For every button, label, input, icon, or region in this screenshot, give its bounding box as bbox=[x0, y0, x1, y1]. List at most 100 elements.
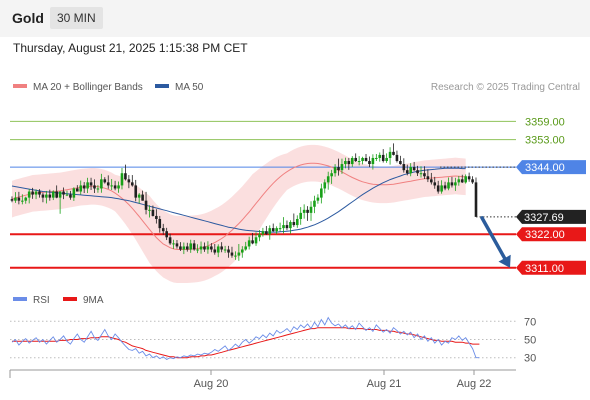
candle-body bbox=[120, 173, 124, 186]
rsi-line bbox=[11, 316, 480, 361]
candle-body bbox=[100, 179, 103, 189]
bollinger-band bbox=[12, 144, 466, 284]
candle-body bbox=[251, 240, 254, 244]
projection-arrow-head bbox=[498, 254, 511, 268]
candle-body bbox=[38, 191, 41, 195]
legend-swatch bbox=[155, 84, 169, 88]
candle-body bbox=[62, 191, 65, 195]
candle-body bbox=[58, 191, 62, 198]
candle-body bbox=[148, 209, 151, 211]
candle-body bbox=[412, 167, 416, 171]
candle-body bbox=[158, 218, 162, 229]
candle-body bbox=[402, 164, 406, 171]
candle-body bbox=[395, 154, 399, 162]
candle-body bbox=[430, 179, 433, 183]
candle-body bbox=[337, 167, 340, 171]
candle-body bbox=[361, 157, 364, 162]
candle-body bbox=[137, 194, 141, 198]
candle-body bbox=[247, 240, 251, 247]
candle-body bbox=[17, 197, 21, 201]
candle-body bbox=[65, 194, 69, 196]
candle-body bbox=[419, 173, 423, 175]
candle-body bbox=[474, 182, 478, 217]
candle-body bbox=[271, 228, 275, 232]
candle-body bbox=[10, 199, 14, 201]
indicator-tick-label: 30 bbox=[524, 353, 536, 365]
indicator-legend-swatch bbox=[63, 297, 77, 301]
legend-label: MA 50 bbox=[175, 82, 204, 93]
candle-body bbox=[309, 206, 313, 213]
candle-body bbox=[244, 246, 248, 250]
candle-body bbox=[227, 249, 230, 253]
candle-body bbox=[467, 176, 471, 180]
candle-body bbox=[127, 179, 131, 183]
ma50-line bbox=[11, 167, 466, 233]
candle-body bbox=[144, 200, 148, 210]
candle-body bbox=[110, 185, 113, 187]
candle-body bbox=[340, 164, 344, 171]
candle-body bbox=[464, 176, 467, 183]
candle-body bbox=[14, 197, 17, 201]
candle-body bbox=[141, 194, 144, 201]
candle-body bbox=[96, 188, 100, 190]
candle-body bbox=[450, 182, 454, 186]
candle-body bbox=[41, 194, 45, 198]
candle-body bbox=[275, 228, 278, 232]
candle-body bbox=[409, 167, 412, 174]
candle-body bbox=[189, 243, 193, 250]
candle-body bbox=[234, 255, 237, 257]
candle-body bbox=[185, 246, 189, 250]
x-tick-label: Aug 21 bbox=[367, 378, 402, 390]
candle-body bbox=[375, 157, 378, 159]
candle-body bbox=[86, 182, 89, 189]
candle-body bbox=[161, 228, 165, 232]
candle-body bbox=[443, 185, 447, 189]
candle-body bbox=[333, 167, 337, 174]
candle-body bbox=[454, 182, 457, 186]
candle-body bbox=[261, 231, 265, 235]
candle-body bbox=[330, 173, 333, 177]
x-tick-label: Aug 20 bbox=[194, 378, 229, 390]
candle-body bbox=[354, 157, 358, 162]
candle-body bbox=[357, 161, 361, 163]
candle-body bbox=[117, 185, 120, 189]
candle-body bbox=[175, 243, 179, 247]
candle-body bbox=[323, 182, 327, 189]
candle-body bbox=[433, 182, 437, 186]
target-level-label: 3353.00 bbox=[525, 135, 565, 147]
candle-body bbox=[344, 161, 347, 165]
candle-body bbox=[155, 215, 158, 219]
candle-body bbox=[79, 185, 83, 192]
support-level-label: 3322.00 bbox=[525, 229, 565, 241]
candle-body bbox=[426, 176, 430, 180]
top-bar: Gold 30 MIN bbox=[0, 0, 590, 37]
ma9-line bbox=[12, 327, 480, 359]
candle-body bbox=[306, 209, 309, 213]
candle-body bbox=[51, 191, 55, 198]
candle-body bbox=[265, 231, 268, 235]
candle-body bbox=[199, 246, 203, 250]
candle-body bbox=[172, 243, 175, 245]
candle-body bbox=[216, 246, 220, 253]
candle-body bbox=[423, 173, 426, 177]
candle-body bbox=[368, 161, 371, 165]
candle-body bbox=[182, 246, 186, 250]
level-tag bbox=[516, 160, 586, 175]
candle-body bbox=[45, 194, 48, 198]
candle-body bbox=[76, 188, 79, 192]
candle-body bbox=[471, 179, 474, 183]
candle-body bbox=[168, 237, 172, 244]
candle-body bbox=[405, 170, 409, 174]
candle-body bbox=[230, 252, 234, 256]
candle-body bbox=[447, 182, 450, 189]
candle-body bbox=[347, 161, 351, 165]
candle-body bbox=[210, 246, 213, 250]
timeframe-button[interactable]: 30 MIN bbox=[50, 7, 103, 29]
candle-body bbox=[220, 246, 223, 250]
indicator-legend-label: 9MA bbox=[83, 295, 104, 306]
candle-body bbox=[392, 151, 395, 155]
projection-arrow bbox=[480, 216, 507, 260]
candle-body bbox=[350, 157, 354, 165]
indicator-legend-label: RSI bbox=[33, 295, 50, 306]
candle-body bbox=[440, 185, 443, 192]
